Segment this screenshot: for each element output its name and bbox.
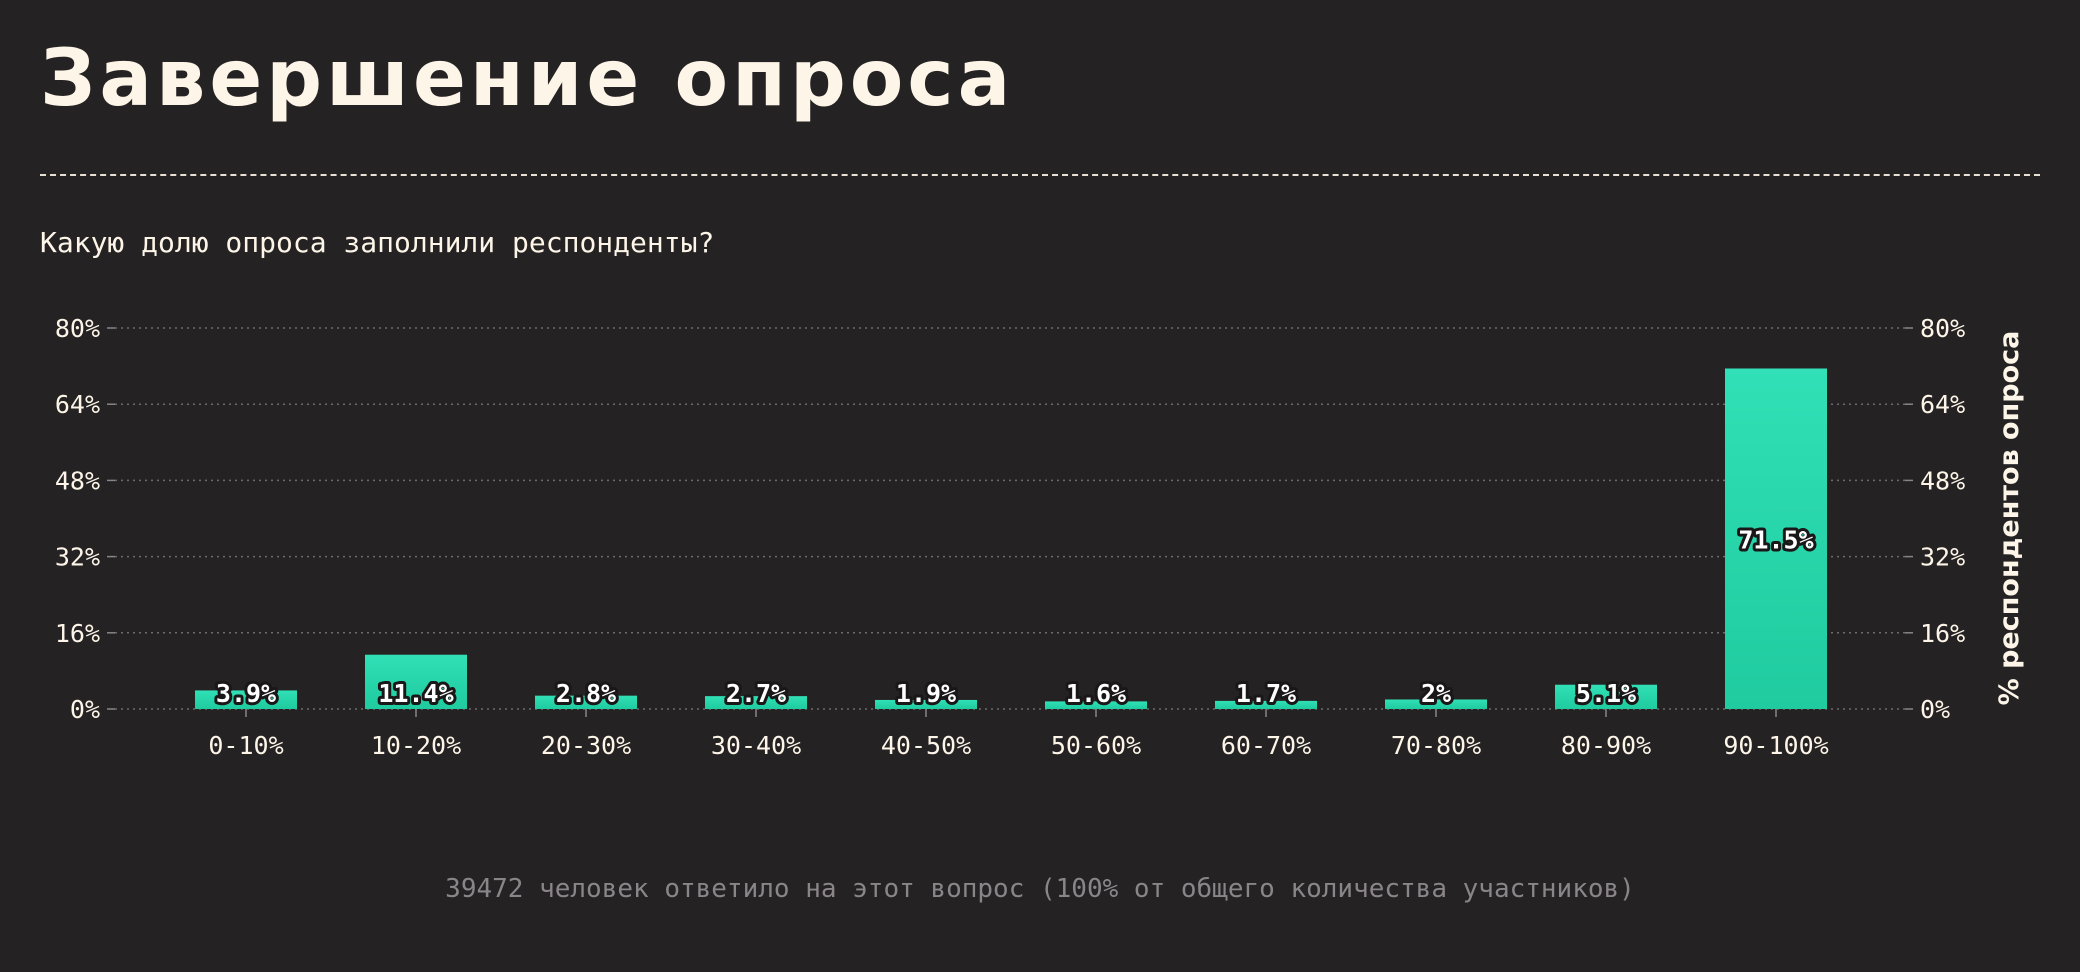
- page-title: Завершение опроса: [40, 34, 1015, 124]
- value-labels: 3.9% 11.4% 2.8% 2.7% 1.9% 1.6% 1.7% 2% 5.1% 71.5%: [213, 523, 1817, 711]
- bar: [195, 690, 297, 709]
- bar-value-label: 2.8%: [556, 679, 616, 708]
- bar-value-label: 1.9%: [896, 679, 956, 708]
- bar-value-label: 1.6%: [1066, 679, 1126, 708]
- bar: [365, 654, 467, 709]
- bar-value-label: 71.5%: [1738, 526, 1813, 555]
- title-divider: [40, 174, 2040, 176]
- y-tick-label-right: 32%: [1920, 543, 1965, 572]
- x-tick-label: 30-40%: [711, 731, 801, 760]
- chart-question: Какую долю опроса заполнили респонденты?: [40, 226, 715, 259]
- bar: [875, 699, 977, 709]
- bar: [1045, 701, 1147, 709]
- bars: [195, 368, 1827, 709]
- x-tick-label: 60-70%: [1221, 731, 1311, 760]
- y-tick-label-left: 16%: [55, 619, 100, 648]
- bar: [705, 696, 807, 709]
- y-tick-label-right: 0%: [1920, 695, 1950, 724]
- bar: [535, 695, 637, 709]
- y-tick-label-left: 48%: [55, 466, 100, 495]
- x-tick-label: 20-30%: [541, 731, 631, 760]
- y-axis-ticks: 0% 0% 16% 16% 32% 32% 48% 48% 64% 64% 80% 80%: [55, 314, 1965, 724]
- respondent-count-note: 39472 человек ответило на этот вопрос (1…: [445, 874, 1635, 904]
- gridlines: [115, 327, 1905, 710]
- completion-bar-chart: 3.9% 11.4% 2.8% 2.7% 1.9% 1.6% 1.7% 2% 5.1% 71.5%…: [55, 314, 2025, 760]
- x-tick-label: 80-90%: [1561, 731, 1651, 760]
- y-tick-label-left: 80%: [55, 314, 100, 343]
- bar-value-label: 2%: [1421, 679, 1451, 708]
- bar: [1385, 699, 1487, 709]
- x-tick-label: 90-100%: [1723, 731, 1828, 760]
- y-tick-label-right: 48%: [1920, 466, 1965, 495]
- bar-value-label: 3.9%: [216, 679, 276, 708]
- bar-value-label: 5.1%: [1576, 679, 1636, 708]
- y-tick-label-right: 64%: [1920, 390, 1965, 419]
- y-tick-label-left: 0%: [70, 695, 100, 724]
- bar-value-label: 1.7%: [1236, 679, 1296, 708]
- bar: [1725, 368, 1827, 709]
- bar: [1555, 684, 1657, 709]
- x-tick-label: 50-60%: [1051, 731, 1141, 760]
- y-tick-label-left: 64%: [55, 390, 100, 419]
- bar: [1215, 700, 1317, 709]
- bar-value-label: 2.7%: [726, 679, 786, 708]
- x-tick-label: 40-50%: [881, 731, 971, 760]
- x-tick-label: 10-20%: [371, 731, 461, 760]
- x-tick-label: 0-10%: [208, 731, 283, 760]
- y-tick-label-right: 16%: [1920, 619, 1965, 648]
- y-tick-label-right: 80%: [1920, 314, 1965, 343]
- y-axis-label: % респондентов опроса: [1994, 331, 2025, 706]
- y-tick-label-left: 32%: [55, 543, 100, 572]
- bar-value-label: 11.4%: [378, 679, 453, 708]
- x-axis-ticks: 0-10% 10-20% 20-30% 30-40% 40-50% 50-60% 60-70…: [208, 709, 1829, 760]
- x-tick-label: 70-80%: [1391, 731, 1481, 760]
